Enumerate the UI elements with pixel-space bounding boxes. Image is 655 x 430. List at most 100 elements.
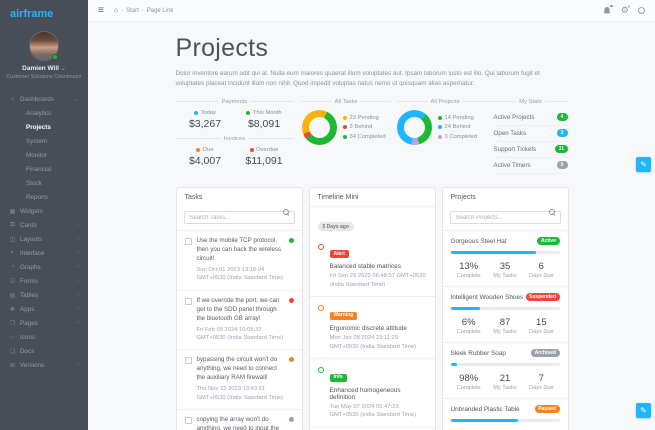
- user-name-dropdown[interactable]: Damien Will ⌄: [22, 65, 66, 72]
- sidebar-item-tables[interactable]: ▤ Tables ‹: [9, 291, 79, 299]
- alert-badge: Alert: [329, 250, 349, 258]
- sidebar-item-reports[interactable]: Reports: [26, 193, 49, 201]
- sidebar-item-financial[interactable]: Financial: [26, 165, 52, 173]
- project-status-badge: Paused: [534, 405, 560, 413]
- sidebar-item-docs[interactable]: ❏ Docs: [9, 347, 35, 355]
- sidebar-item-cards[interactable]: ⧉ Cards ‹: [10, 221, 79, 229]
- month-dot: [246, 110, 251, 115]
- settings-gear-icon[interactable]: ⚙: [620, 4, 631, 15]
- invoices-overdue: Overdue $11,091: [235, 147, 294, 167]
- timeline-card-title: Timeline Mini: [309, 188, 435, 207]
- payments-month-value: $8,091: [247, 117, 281, 130]
- sidebar-item-versions[interactable]: ⊞ Versions ‹: [9, 361, 79, 369]
- project-row: Gorgeous Steel Hat Active 13% Complete 35…: [442, 231, 568, 287]
- chevron-left-icon: ‹: [77, 278, 79, 284]
- all-projects-header: All Projects: [397, 99, 494, 105]
- task-status-dot: [288, 297, 294, 303]
- customizer-pencil-button[interactable]: ✎: [636, 157, 651, 172]
- customizer-pencil-button[interactable]: ✎: [636, 403, 651, 418]
- sidebar-item-widgets[interactable]: ▦ Widgets: [9, 207, 43, 215]
- notifications-bell-icon[interactable]: [602, 3, 614, 16]
- payments-header: Payments: [176, 99, 294, 105]
- stat-row-active-timers: Active Timers 0: [493, 158, 568, 174]
- sidebar-item-pages[interactable]: ❐ Pages ‹: [9, 319, 79, 327]
- task-checkbox[interactable]: [184, 357, 192, 365]
- app-logo[interactable]: airframe: [10, 8, 54, 20]
- user-circle-icon[interactable]: [638, 7, 645, 14]
- sidebar-item-icons[interactable]: ☆ Icons: [9, 333, 36, 341]
- hamburger-menu-icon[interactable]: ≡: [98, 4, 104, 16]
- sidebar-item-layouts[interactable]: ◫ Layouts ‹: [9, 235, 79, 243]
- legend-dot: [342, 115, 347, 120]
- task-row: If we override the port, we can get to t…: [176, 291, 302, 351]
- status-badge: 11: [555, 145, 568, 153]
- cards-icon: ⧉: [10, 221, 15, 228]
- my-stats-column: My Stats Active Projects 4 Open Tasks 3 …: [493, 99, 568, 174]
- tasks-card: Tasks Use the mobile TCP protocol, then …: [175, 186, 303, 430]
- chevron-down-icon: ⌄: [60, 66, 66, 72]
- sidebar-item-projects[interactable]: Projects: [26, 123, 51, 131]
- timeline-card: Timeline Mini 5 Days ago Alert Balanced …: [308, 186, 436, 430]
- project-row: Intelligent Wooden Shoes Suspended 6% Com…: [442, 287, 568, 343]
- task-row: bypassing the circuit won't do anything,…: [176, 350, 302, 411]
- docs-icon: ❏: [9, 348, 16, 355]
- sidebar-item-analytics[interactable]: Analytics: [26, 109, 52, 117]
- legend-dot: [437, 115, 442, 120]
- home-icon[interactable]: ⌂: [113, 7, 119, 14]
- sidebar-item-apps[interactable]: ❖ Apps ‹: [9, 305, 79, 313]
- progress-bar: [450, 363, 560, 366]
- widgets-icon: ▦: [9, 208, 16, 215]
- legend-dot: [437, 134, 442, 139]
- chevron-left-icon: ‹: [77, 362, 79, 368]
- all-projects-column: All Projects 14 Pending 24 Behind 3 Comp…: [391, 99, 494, 174]
- stat-row-active-projects: Active Projects 4: [493, 110, 568, 126]
- sidebar-item-interface[interactable]: ◐ Interface ‹: [10, 249, 79, 257]
- legend-dot: [437, 125, 442, 129]
- projects-card-title: Projects: [450, 193, 476, 201]
- chevron-left-icon: ‹: [77, 320, 79, 326]
- sidebar-item-system[interactable]: System: [26, 137, 47, 145]
- sidebar-item-dashboards[interactable]: ⌂ Dashboards ⌄: [10, 95, 79, 103]
- stats-row: Payments Today $3,267 This Month $8,091 …: [176, 99, 568, 174]
- task-checkbox[interactable]: [184, 417, 192, 425]
- task-status-dot: [288, 357, 294, 363]
- overdue-dot: [249, 147, 254, 152]
- status-badge: 0: [556, 161, 568, 169]
- home-icon: ⌂: [10, 96, 15, 102]
- project-status-badge: Suspended: [525, 293, 560, 301]
- chevron-left-icon: ‹: [77, 236, 79, 242]
- progress-bar: [450, 307, 560, 310]
- projects-search-input[interactable]: [449, 211, 561, 224]
- breadcrumb-start[interactable]: Start: [126, 7, 139, 14]
- payments-today: Today $3,267: [176, 110, 235, 130]
- legend-dot: [342, 134, 347, 139]
- task-status-dot: [288, 238, 294, 243]
- sidebar-item-graphs[interactable]: ◔ Graphs ‹: [10, 263, 79, 271]
- chevron-left-icon: ‹: [77, 292, 79, 298]
- graphs-icon: ◔: [10, 264, 15, 270]
- stat-row-support-tickets: Support Tickets 11: [493, 142, 568, 158]
- tasks-search-input[interactable]: [183, 211, 295, 224]
- chevron-left-icon: ‹: [77, 306, 79, 312]
- avatar[interactable]: [30, 32, 58, 60]
- star-icon: ☆: [9, 334, 16, 341]
- interface-icon: ◐: [10, 250, 15, 256]
- projects-card: Projects Gorgeous Steel Hat Active 13%Co…: [441, 186, 569, 430]
- timeline-dot-icon: [317, 305, 324, 312]
- forms-icon: ☑: [9, 278, 16, 285]
- invoices-header: Invoices: [176, 136, 294, 142]
- all-tasks-column: All Tasks 23 Pending 3 Behind 34 Complet…: [294, 99, 391, 174]
- task-checkbox[interactable]: [184, 238, 192, 245]
- legend-dot: [342, 125, 347, 129]
- sidebar-item-forms[interactable]: ☑ Forms ‹: [9, 277, 79, 285]
- sidebar-user-block: Damien Will ⌄ Customer Solutions Coordin…: [0, 26, 88, 88]
- breadcrumb-page-link[interactable]: Page Link: [146, 7, 174, 14]
- task-checkbox[interactable]: [184, 297, 192, 305]
- tables-icon: ▤: [9, 292, 16, 299]
- stat-row-open-tasks: Open Tasks 3: [493, 126, 568, 142]
- user-role: Customer Solutions Coordinator: [6, 74, 82, 80]
- sidebar-item-monitor[interactable]: Monitor: [26, 151, 47, 159]
- info-badge: Info: [329, 373, 347, 382]
- sidebar-item-stock[interactable]: Stock: [26, 179, 42, 187]
- layouts-icon: ◫: [9, 236, 16, 243]
